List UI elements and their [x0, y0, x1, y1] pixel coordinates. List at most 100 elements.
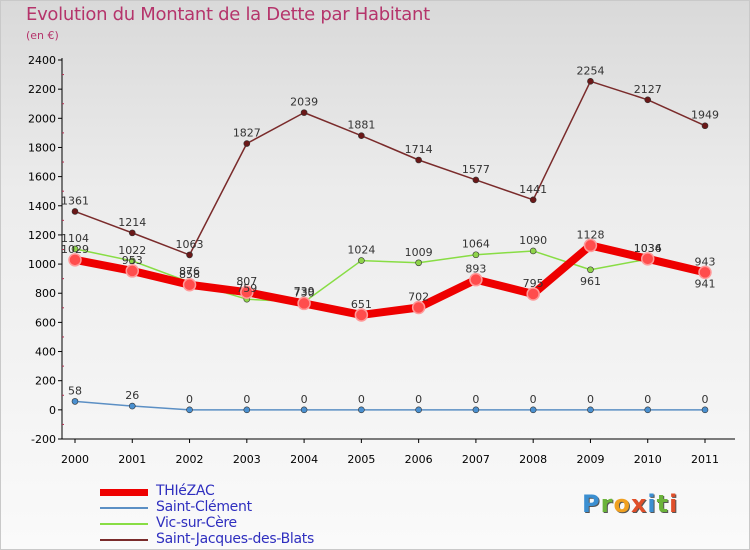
data-label: 0 — [186, 393, 193, 406]
data-label: 1128 — [576, 228, 604, 241]
data-label: 0 — [301, 393, 308, 406]
data-point — [415, 156, 422, 164]
data-label: 1029 — [61, 243, 89, 256]
proxiti-logo: Proxiti — [582, 490, 678, 518]
data-point — [71, 245, 79, 253]
y-tick-label: 1000 — [28, 258, 56, 271]
legend-label: Saint-Clément — [156, 499, 252, 515]
data-label: 807 — [236, 275, 257, 288]
data-label: 739 — [294, 285, 315, 298]
x-tick-label: 2010 — [634, 453, 662, 466]
data-label: 702 — [408, 291, 429, 304]
data-point — [128, 257, 136, 265]
legend-label: THIéZAC — [156, 483, 215, 499]
data-point — [71, 398, 79, 405]
x-tick-label: 2001 — [118, 453, 146, 466]
data-label: 759 — [236, 282, 257, 295]
y-tick-label: 2400 — [28, 54, 56, 67]
data-label: 1090 — [519, 234, 547, 247]
x-tick-label: 2009 — [576, 453, 604, 466]
data-point — [358, 257, 365, 264]
x-tick-label: 2006 — [405, 453, 433, 466]
y-tick-label: 1400 — [28, 200, 56, 213]
data-label: 2127 — [634, 83, 662, 96]
data-label: 0 — [702, 393, 709, 406]
data-label: 1036 — [634, 242, 662, 255]
data-point — [472, 251, 480, 259]
data-point — [186, 251, 193, 259]
logo-letter: t — [656, 490, 670, 518]
data-point — [529, 406, 537, 414]
data-point — [358, 406, 365, 414]
data-label: 26 — [125, 389, 139, 402]
data-label: 1714 — [405, 143, 433, 156]
data-label: 1034 — [634, 242, 662, 255]
data-point — [583, 238, 598, 253]
x-tick-label: 2002 — [176, 453, 204, 466]
legend-label: Saint-Jacques-des-Blats — [156, 531, 314, 547]
data-label: 0 — [358, 393, 365, 406]
data-label: 1064 — [462, 238, 490, 251]
legend-item: Saint-Clément — [100, 499, 360, 516]
y-tick-label: 1200 — [28, 229, 56, 242]
logo-letter: i — [647, 490, 657, 518]
series-line — [74, 248, 706, 303]
data-point — [469, 272, 483, 287]
data-point — [529, 247, 537, 255]
data-point — [529, 196, 537, 204]
logo-letter: i — [669, 490, 679, 518]
data-point — [698, 265, 712, 280]
data-point — [300, 406, 308, 414]
legend-item: Vic-sur-Cère — [100, 515, 360, 532]
legend-swatch — [100, 507, 148, 509]
data-label: 961 — [580, 275, 601, 288]
data-point — [243, 140, 251, 147]
y-tick-label: 2200 — [28, 83, 56, 96]
y-tick-label: 400 — [35, 346, 56, 359]
legend-swatch — [100, 488, 148, 496]
data-label: 0 — [530, 393, 537, 406]
data-point — [186, 406, 193, 414]
x-tick-label: 2011 — [691, 453, 719, 466]
x-tick-label: 2000 — [61, 453, 89, 466]
data-point — [354, 308, 369, 322]
y-tick-label: 1600 — [28, 171, 56, 184]
data-point — [243, 406, 251, 414]
data-point — [125, 264, 140, 278]
series-line — [74, 80, 706, 256]
data-point — [644, 406, 652, 414]
chart-subtitle: (en €) — [26, 29, 59, 42]
series-line — [71, 241, 709, 319]
y-tick-label: 1800 — [28, 141, 56, 154]
legend-item: Saint-Jacques-des-Blats — [100, 531, 360, 548]
data-point — [526, 287, 540, 301]
data-point — [415, 406, 422, 414]
data-label: 651 — [351, 298, 372, 311]
data-label: 795 — [523, 277, 544, 290]
data-point — [182, 278, 197, 292]
y-tick-label: 600 — [35, 316, 56, 329]
y-tick-label: -200 — [31, 433, 56, 446]
data-point — [472, 176, 480, 184]
data-point — [587, 266, 594, 274]
y-tick-label: 0 — [49, 404, 56, 417]
data-point — [472, 406, 480, 414]
data-label: 1441 — [519, 183, 547, 196]
legend-item: THIéZAC — [100, 483, 360, 500]
data-point — [71, 208, 79, 215]
legend-swatch — [100, 523, 148, 525]
data-label: 1881 — [347, 119, 375, 132]
logo-letter: o — [613, 490, 631, 518]
chart-legend: THIéZAC Saint-Clément Vic-sur-Cère Saint-Ja… — [100, 483, 360, 548]
data-point — [640, 252, 655, 266]
data-label: 893 — [465, 263, 486, 276]
data-label: 0 — [243, 393, 250, 406]
data-label: 0 — [587, 393, 594, 406]
data-point — [68, 253, 82, 267]
data-label: 2254 — [576, 64, 604, 77]
logo-letter: r — [600, 490, 614, 518]
data-label: 1577 — [462, 163, 490, 176]
data-label: 1104 — [61, 232, 89, 245]
chart-title: Evolution du Montant de la Dette par Hab… — [26, 4, 430, 25]
data-label: 943 — [695, 255, 716, 268]
